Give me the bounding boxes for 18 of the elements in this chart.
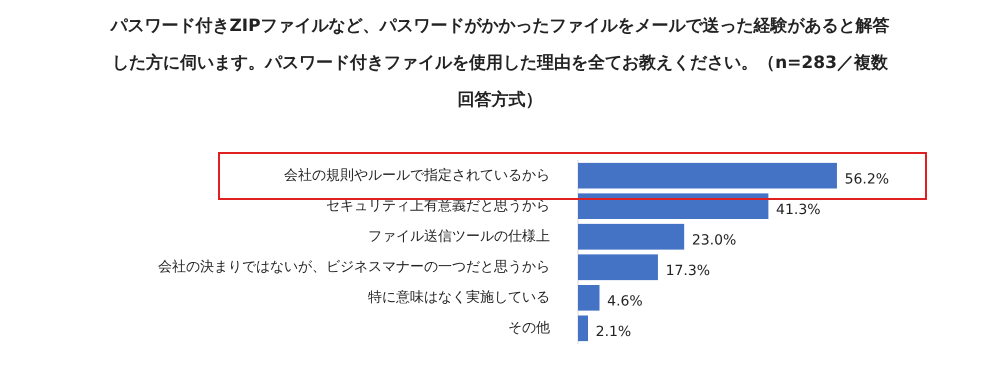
data-label: 4.6%	[607, 293, 643, 310]
y-tick-label: 会社の規則やルールで指定されているから	[284, 167, 550, 184]
y-tick-label: その他	[508, 320, 550, 336]
data-label: 56.2%	[844, 171, 890, 188]
chart-title: パスワード付きZIPファイルなど、パスワードがかかったファイルをメールで送った経験があると解答した方に伺います。パスワード付きファイルを使用した理由を全てお教えください。（n=283／複数回答方式）	[110, 15, 890, 112]
data-label: 41.3%	[776, 202, 821, 218]
bar	[578, 254, 658, 280]
y-tick-label: ファイル送信ツールの仕様上	[368, 228, 550, 244]
bar	[578, 193, 768, 220]
bar	[578, 316, 588, 342]
y-tick-label: 会社の決まりではないが、ビジネスマナーの一つだと思うから	[158, 258, 550, 275]
data-label: 2.1%	[596, 324, 632, 340]
bar	[578, 224, 684, 250]
bar	[578, 162, 837, 188]
bar	[578, 284, 600, 311]
data-label: 23.0%	[692, 232, 736, 248]
y-tick-label: 特に意味はなく実施している	[368, 289, 550, 306]
data-label: 17.3%	[666, 262, 710, 279]
